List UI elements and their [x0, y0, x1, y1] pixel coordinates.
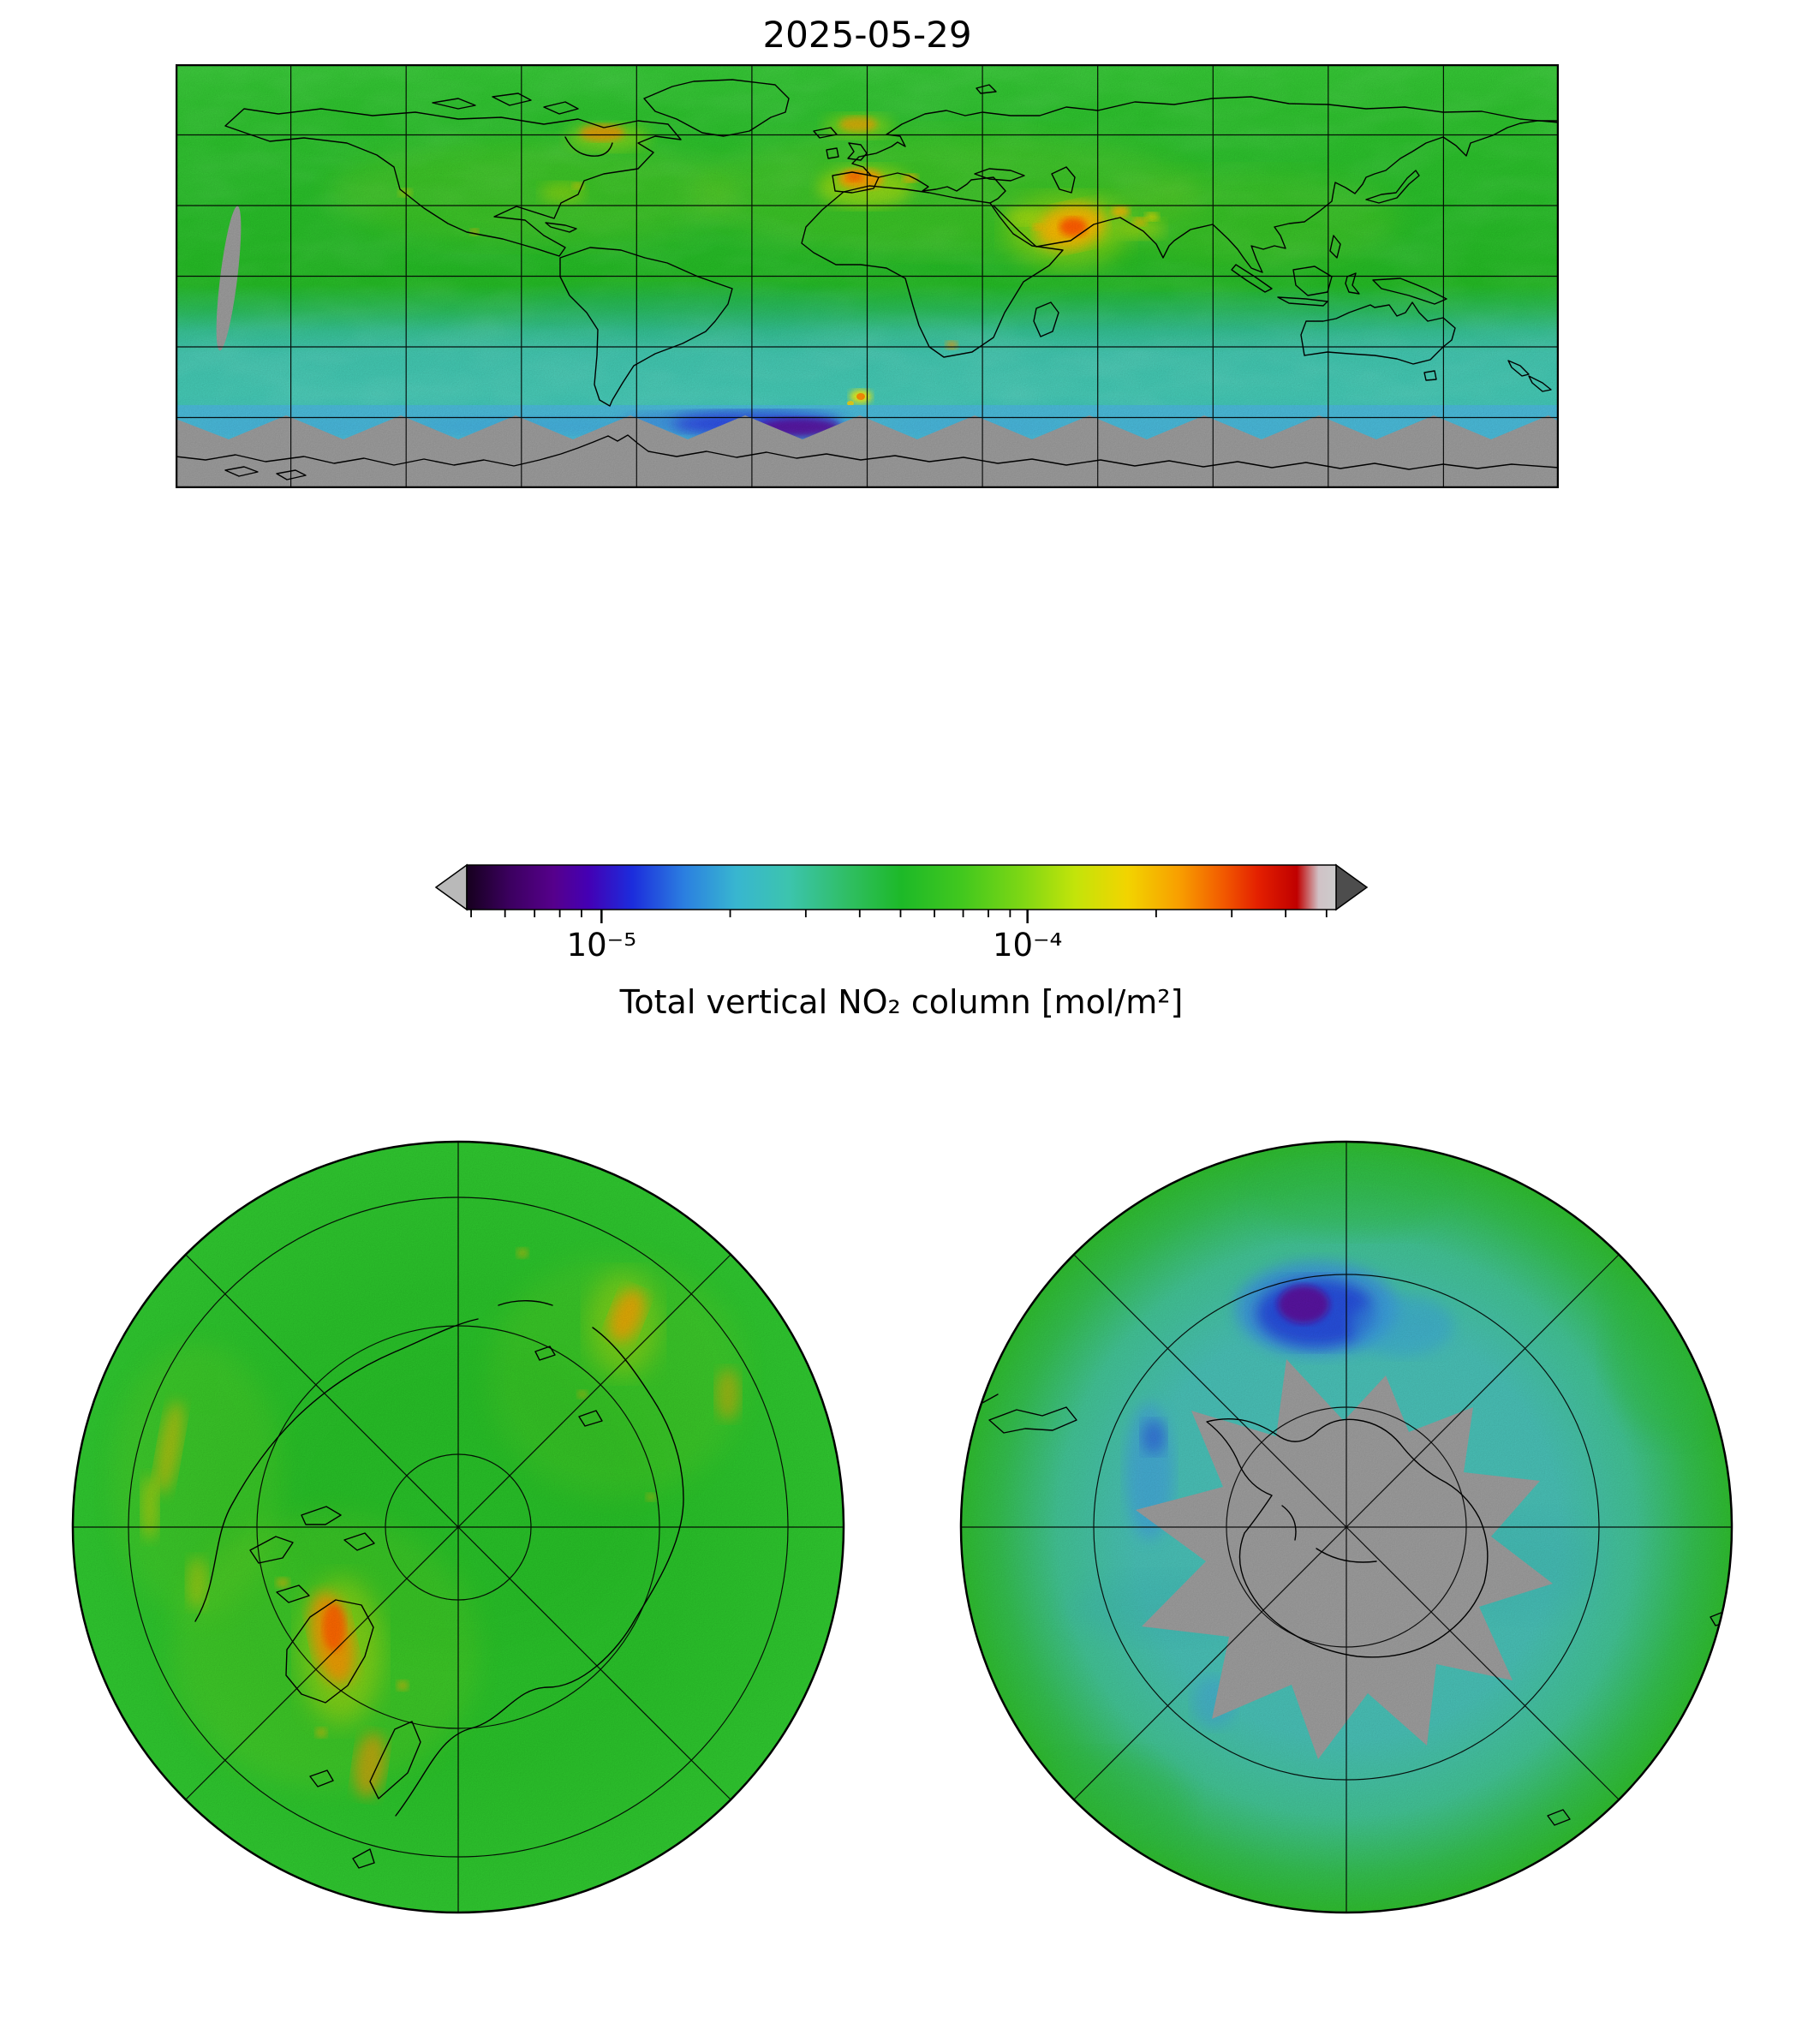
colorbar-tick-label: 10⁻⁵: [566, 927, 637, 964]
colorbar-tick-label: 10⁻⁴: [992, 927, 1063, 964]
north-panel-boundary: [71, 1140, 845, 1914]
south-coastlines: [982, 1393, 1728, 1826]
antarctica-outline: [1206, 1418, 1489, 1658]
south-polar-panel: [959, 1140, 1733, 1914]
colorbar-label: Total vertical NO₂ column [mol/m²]: [619, 983, 1184, 1021]
coastlines: [176, 79, 1559, 480]
global-map-content: [176, 64, 1559, 488]
north-polar-panel: [71, 1140, 845, 1914]
colorbar-ticks: [470, 910, 1328, 923]
colorbar-over-arrow: [1335, 863, 1369, 911]
graticule: [176, 64, 1559, 488]
colorbar-under-arrow: [434, 863, 468, 911]
north-polar-content: [73, 1142, 844, 1913]
colorbar: [434, 863, 1369, 923]
global-map-panel: [176, 64, 1559, 488]
south-graticule: [961, 1142, 1732, 1913]
north-graticule: [73, 1142, 844, 1913]
south-panel-boundary: [959, 1140, 1733, 1914]
colorbar-gradient-bar: [466, 864, 1337, 910]
map-border: [176, 64, 1559, 488]
south-polar-content: [961, 1142, 1732, 1913]
figure-title: 2025-05-29: [762, 14, 972, 56]
colorbar-tick-labels: 10⁻⁵ 10⁻⁴: [433, 927, 1405, 973]
